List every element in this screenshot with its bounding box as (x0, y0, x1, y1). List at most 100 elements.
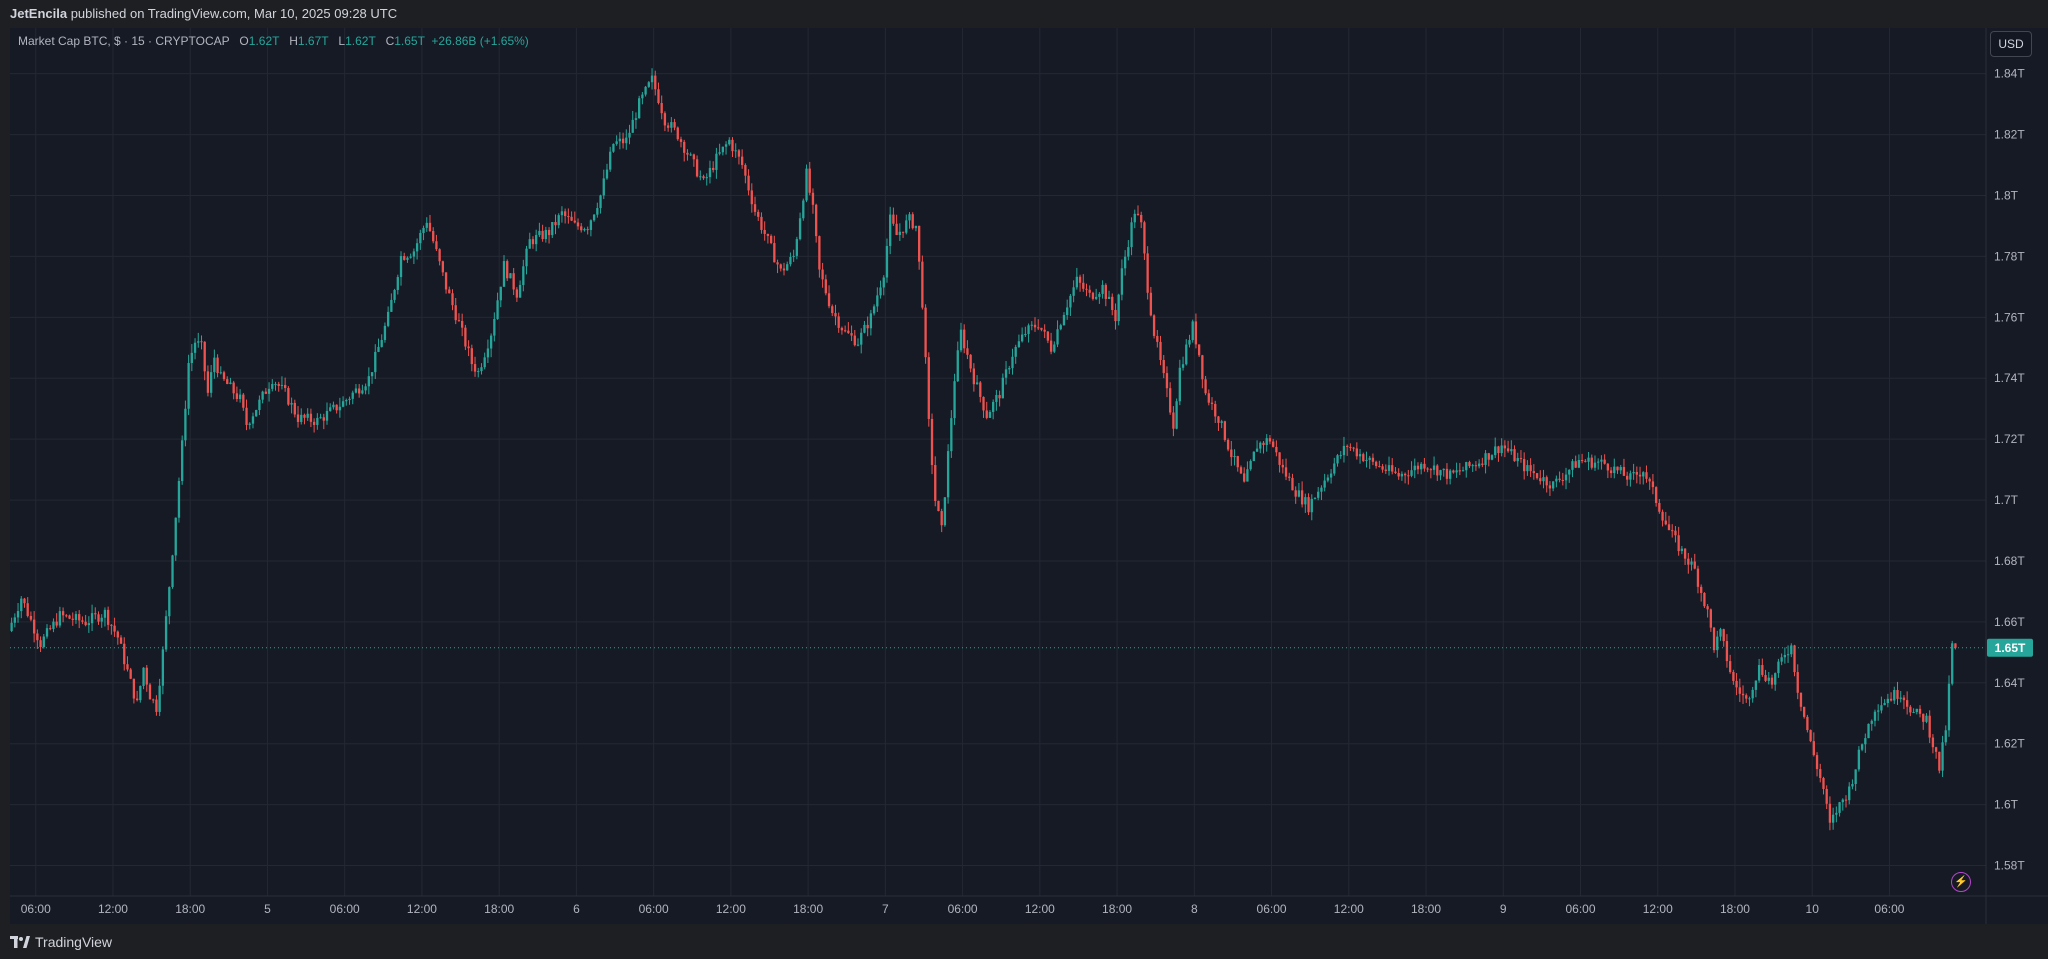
candle-body (1803, 706, 1806, 717)
candle-body (1072, 287, 1075, 296)
candle-body (1809, 730, 1812, 742)
candle-body (1114, 309, 1117, 322)
currency-button[interactable]: USD (1990, 31, 2032, 57)
time-tick-label: 06:00 (639, 902, 669, 916)
candle-body (1735, 680, 1738, 688)
candle-body (316, 417, 319, 425)
candle-body (1838, 802, 1841, 813)
candle-body (441, 261, 445, 273)
candle-body (686, 152, 689, 155)
time-tick-label: 06:00 (330, 902, 360, 916)
candle-body (129, 669, 132, 679)
candle-body (1580, 460, 1584, 462)
candle-body (370, 372, 374, 377)
candlestick-chart[interactable]: 1.58T 1.6T 1.62T 1.64T 1.66T 1.68T 1.7T 1.72T 1.… (10, 28, 2048, 924)
candle-body (1593, 462, 1597, 468)
candle-body (705, 177, 708, 179)
lightning-icon[interactable]: ⚡ (1951, 872, 1971, 892)
chart-background (10, 28, 2048, 924)
candle-body (1590, 457, 1593, 468)
candle-body (808, 168, 811, 193)
candle-body (934, 465, 937, 501)
candle-body (1275, 446, 1278, 453)
candle-body (1352, 447, 1355, 449)
price-tick-label: 1.68T (1994, 554, 2025, 568)
candle-body (563, 211, 567, 217)
candle-body (1751, 689, 1754, 699)
candle-body (1461, 470, 1465, 472)
candle-body (36, 633, 39, 641)
candle-body (766, 233, 770, 236)
candle-body (1577, 460, 1581, 468)
candle-body (177, 481, 181, 518)
candle-body (1732, 672, 1735, 681)
last-price-label: 1.65T (1995, 641, 2026, 655)
candle-body (782, 268, 786, 271)
candle-body (1069, 295, 1072, 308)
candle-body (467, 346, 470, 349)
candle-body (657, 89, 660, 103)
candle-body (1510, 449, 1513, 452)
time-tick-label: 9 (1500, 902, 1507, 916)
candle-body (29, 615, 33, 620)
candle-body (1020, 334, 1024, 342)
candle-body (699, 176, 702, 178)
candle-body (1526, 465, 1529, 472)
candle-body (361, 390, 364, 394)
candle-body (911, 214, 914, 229)
price-tick-label: 1.72T (1994, 432, 2025, 446)
time-tick-label: 12:00 (716, 902, 746, 916)
candle-body (541, 230, 544, 240)
candle-body (522, 266, 525, 285)
candle-body (267, 388, 271, 394)
candle-body (1394, 471, 1397, 473)
high-value: 1.67T (297, 34, 329, 48)
candle-body (251, 416, 255, 424)
candle-body (1098, 293, 1101, 297)
candle-body (860, 332, 863, 345)
symbol-label[interactable]: Market Cap BTC, $ · 15 · CRYPTOCAP (18, 34, 230, 48)
candle-body (1059, 325, 1062, 330)
candle-body (1246, 469, 1249, 482)
candle-body (1342, 445, 1346, 456)
candle-body (358, 388, 361, 394)
candle-body (126, 664, 129, 670)
candle-body (676, 127, 679, 140)
candle-body (750, 190, 753, 205)
candle-body (61, 611, 65, 616)
candle-body (1432, 465, 1436, 470)
candle-body (580, 226, 583, 231)
candle-body (1661, 511, 1664, 521)
chart-pane[interactable]: 1.58T 1.6T 1.62T 1.64T 1.66T 1.68T 1.7T 1.72T 1.… (10, 28, 2048, 924)
candle-body (87, 623, 91, 626)
author-name[interactable]: JetEncila (10, 6, 68, 21)
candle-body (1555, 478, 1558, 482)
candle-body (769, 235, 773, 244)
price-tick-label: 1.74T (1994, 371, 2025, 385)
candle-body (1011, 356, 1014, 369)
candle-body (1085, 288, 1088, 290)
candle-body (1101, 284, 1104, 294)
candle-body (473, 364, 477, 372)
candle-body (1185, 344, 1188, 365)
candle-body (306, 413, 309, 418)
candle-body (84, 621, 87, 626)
candle-body (673, 122, 676, 128)
candle-body (422, 227, 425, 234)
candle-body (486, 348, 490, 358)
candle-body (103, 609, 107, 618)
candle-body (322, 417, 325, 421)
candle-body (506, 261, 509, 279)
candle-body (255, 410, 258, 417)
tradingview-brand[interactable]: TradingView (10, 934, 112, 950)
candle-body (258, 399, 261, 411)
candle-body (1400, 473, 1404, 477)
time-tick-label: 6 (573, 902, 580, 916)
candle-body (1864, 738, 1867, 745)
candle-body (1564, 474, 1568, 481)
candle-body (1033, 324, 1037, 328)
candle-body (1046, 331, 1050, 341)
candle-body (1053, 344, 1056, 352)
candle-body (1091, 292, 1095, 299)
candle-body (1191, 321, 1194, 341)
